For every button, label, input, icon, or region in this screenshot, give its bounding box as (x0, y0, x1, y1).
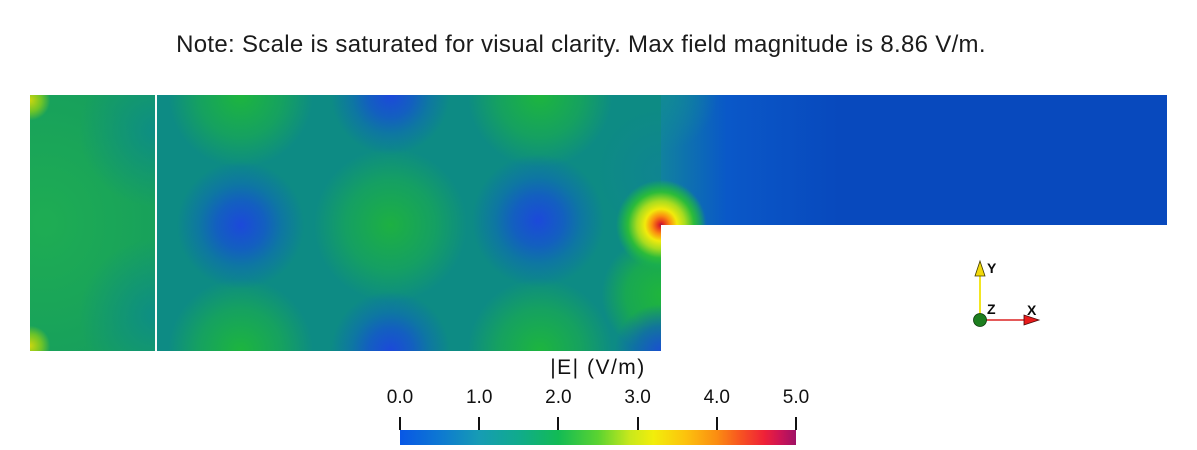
colorbar-tick-label: 4.0 (703, 387, 731, 408)
colorbar-tick-mark (715, 417, 718, 430)
colorbar-labels: 0.0 1.0 2.0 3.0 4.0 5.0 (387, 387, 809, 408)
waveguide-narrow-region (661, 95, 1167, 225)
colorbar-tick-label: 1.0 (465, 387, 493, 408)
colorbar-title: |E| (V/m) (550, 356, 646, 379)
x-axis-label: X (1027, 302, 1037, 318)
colorbar-ticks (399, 417, 797, 430)
colorbar-tick-mark (636, 417, 639, 430)
note-text: Note: Scale is saturated for visual clar… (176, 31, 986, 58)
colorbar-tick-label: 3.0 (624, 387, 651, 408)
colorbar-tick-mark (399, 417, 401, 430)
x-axis-arrowhead-icon (1023, 314, 1041, 326)
waveguide-inlet-region (30, 95, 155, 351)
colorbar-tick-label: 5.0 (782, 387, 810, 408)
y-axis-label: Y (987, 260, 997, 276)
colorbar-tick-mark (795, 417, 797, 430)
colorbar-tick-label: 2.0 (545, 387, 572, 408)
port-boundary-line (155, 95, 157, 351)
y-axis-arrowhead-icon (974, 259, 986, 277)
z-axis-dot-icon (973, 313, 987, 327)
colorbar-tick-mark (557, 417, 560, 430)
waveguide-wide-region (157, 95, 661, 351)
colorbar-tick-mark (478, 417, 481, 430)
colorbar-tick-label: 0.0 (386, 387, 414, 408)
colorbar-bar (400, 430, 796, 445)
orientation-axes-widget: Y Z X (973, 259, 1041, 327)
corner-singularity-hotspot (616, 180, 706, 270)
z-axis-label: Z (987, 301, 996, 317)
